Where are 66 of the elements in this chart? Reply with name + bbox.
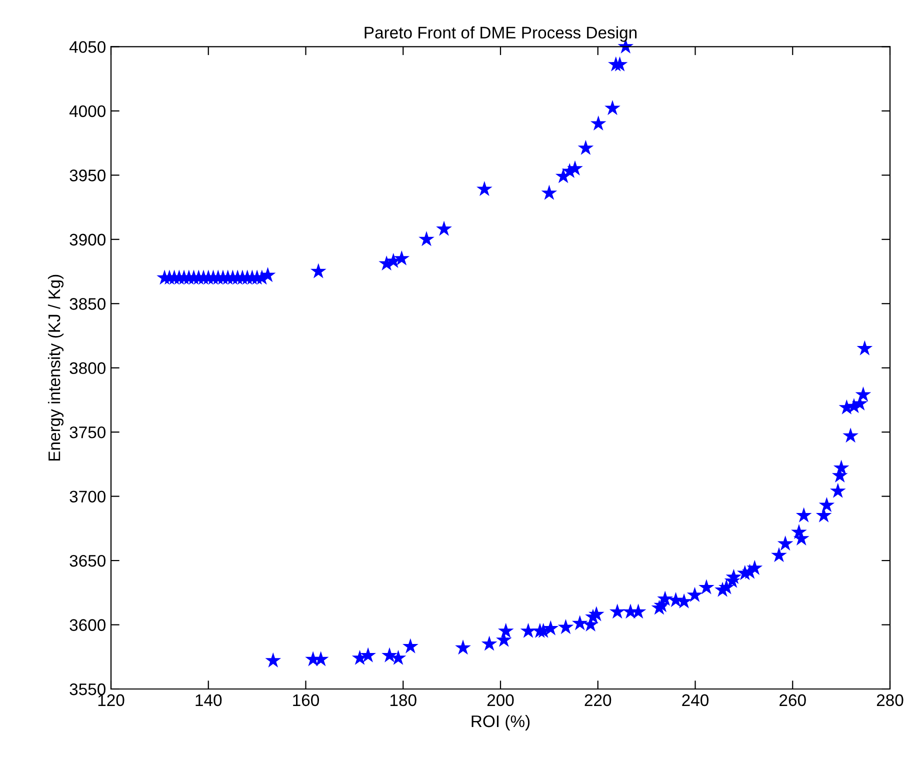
point	[796, 507, 812, 522]
point	[777, 536, 794, 551]
point	[418, 231, 434, 246]
point	[830, 482, 846, 498]
x-tick-label: 240	[682, 694, 709, 706]
point	[855, 386, 872, 402]
point	[842, 428, 858, 443]
point	[542, 620, 559, 636]
x-tick-label: 280	[876, 694, 904, 706]
point	[402, 638, 418, 654]
y-tick-label: 3900	[70, 234, 106, 246]
x-tick-label: 200	[487, 694, 514, 706]
point	[604, 100, 620, 116]
point	[856, 340, 873, 356]
x-axis-title: ROI (%)	[472, 714, 530, 730]
y-tick-label: 3700	[70, 490, 106, 503]
x-tick-label: 180	[390, 694, 416, 706]
point	[312, 651, 329, 666]
x-tick-label: 120	[98, 694, 124, 706]
point	[657, 590, 673, 606]
point	[852, 395, 868, 411]
point	[394, 250, 410, 266]
point	[260, 267, 276, 282]
y-tick-label: 3950	[70, 170, 106, 182]
point	[698, 579, 714, 594]
x-tick-label: 220	[584, 694, 612, 706]
point	[265, 652, 282, 668]
y-tick-label: 3600	[70, 619, 106, 631]
y-tick-label: 3650	[70, 554, 106, 567]
point	[612, 56, 628, 72]
point	[686, 586, 703, 602]
point	[588, 606, 604, 622]
point	[360, 647, 376, 662]
point	[541, 184, 558, 200]
point	[481, 636, 498, 651]
point	[746, 560, 763, 575]
y-tick-label: 4050	[69, 41, 106, 53]
point	[630, 604, 646, 619]
point	[726, 568, 742, 584]
point	[590, 115, 606, 131]
point	[520, 622, 536, 638]
point	[578, 140, 594, 155]
point	[476, 180, 492, 196]
y-tick-label: 3550	[70, 683, 106, 696]
point	[455, 640, 471, 655]
point	[572, 615, 588, 630]
x-tick-label: 140	[196, 694, 222, 706]
point	[310, 263, 326, 278]
point	[567, 160, 583, 176]
point	[436, 220, 452, 236]
y-tick-label: 3750	[70, 426, 106, 438]
y-tick-label: 4000	[69, 105, 106, 118]
x-tick-label: 260	[780, 694, 806, 706]
chart-title: Pareto Front of DME Process Design	[364, 26, 637, 42]
x-tick-label: 160	[293, 694, 320, 706]
point	[818, 496, 835, 512]
point	[498, 622, 514, 638]
point	[609, 604, 626, 619]
y-tick-label: 3850	[70, 298, 106, 310]
point	[558, 619, 574, 634]
point	[771, 547, 787, 562]
point	[382, 647, 398, 662]
point	[833, 460, 850, 475]
y-tick-label: 3800	[70, 362, 106, 374]
point	[718, 579, 734, 594]
y-axis-title: Energy intensity (KJ / Kg)	[48, 274, 64, 460]
